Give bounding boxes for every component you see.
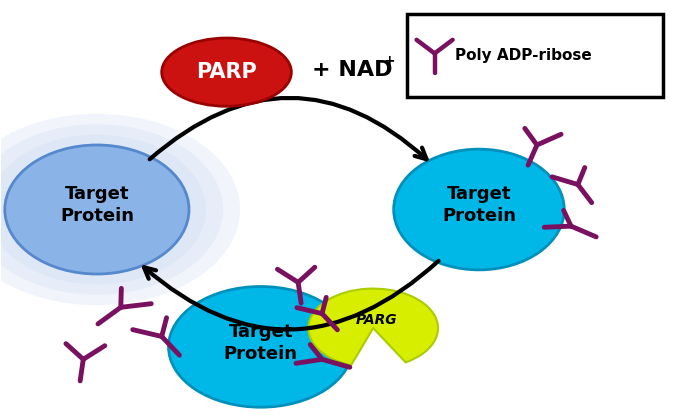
Bar bbox=[408, 14, 663, 97]
Text: + NAD: + NAD bbox=[312, 60, 393, 80]
Text: Target
Protein: Target Protein bbox=[223, 323, 298, 363]
Text: +: + bbox=[384, 54, 395, 68]
Ellipse shape bbox=[0, 134, 206, 285]
Text: PARP: PARP bbox=[196, 62, 257, 82]
Text: Target
Protein: Target Protein bbox=[442, 185, 516, 225]
Ellipse shape bbox=[0, 124, 223, 295]
Wedge shape bbox=[308, 289, 438, 365]
Text: Target
Protein: Target Protein bbox=[60, 185, 134, 225]
Text: PARG: PARG bbox=[356, 313, 397, 327]
Text: Poly ADP-ribose: Poly ADP-ribose bbox=[455, 48, 592, 63]
Ellipse shape bbox=[394, 149, 564, 270]
Ellipse shape bbox=[5, 145, 189, 274]
Ellipse shape bbox=[0, 114, 240, 305]
Ellipse shape bbox=[162, 38, 291, 106]
Ellipse shape bbox=[169, 287, 353, 407]
FancyArrowPatch shape bbox=[144, 261, 438, 329]
FancyArrowPatch shape bbox=[149, 98, 427, 159]
